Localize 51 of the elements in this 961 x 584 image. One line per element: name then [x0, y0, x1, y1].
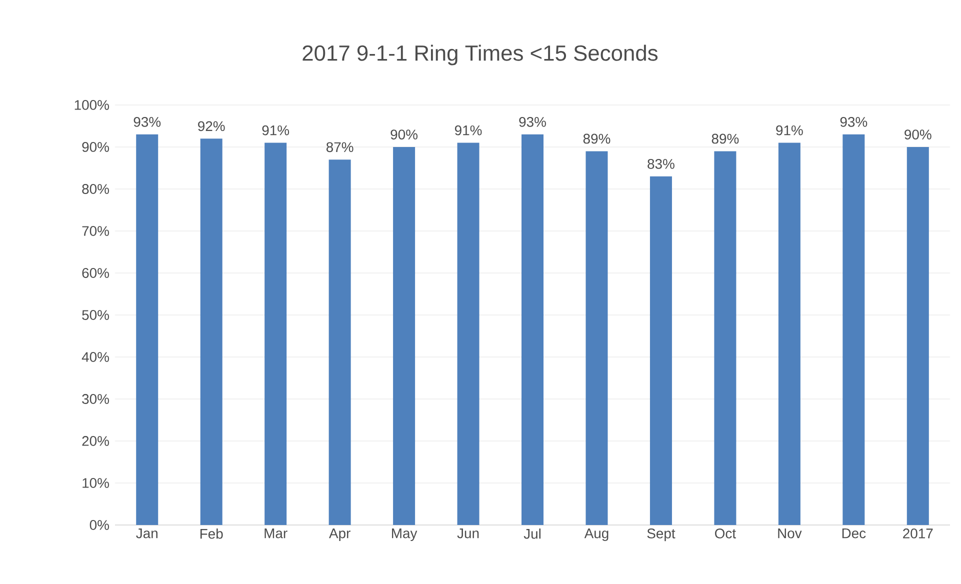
data-label: 92% [198, 121, 225, 132]
data-label: 91% [262, 125, 290, 136]
y-tick-label: 50% [82, 310, 109, 320]
bar [328, 160, 351, 525]
bar [264, 142, 287, 525]
y-tick-label: 10% [82, 478, 109, 488]
bar [457, 142, 480, 525]
bar [522, 134, 544, 525]
data-label: 91% [454, 125, 482, 136]
x-tick-label: Jun [457, 528, 479, 538]
bar [393, 146, 416, 525]
x-tick-label: Oct [715, 528, 736, 538]
bar [200, 138, 222, 525]
y-tick-label: 30% [82, 394, 109, 404]
bar [586, 151, 608, 525]
data-label: 89% [712, 134, 739, 144]
data-label: 93% [840, 116, 868, 127]
y-tick-label: 40% [82, 352, 109, 362]
x-tick-label: Mar [264, 528, 288, 538]
x-tick-label: Nov [778, 528, 802, 538]
y-tick-label: 20% [82, 436, 109, 446]
bar [714, 151, 736, 525]
data-label: 93% [134, 116, 161, 127]
x-tick-label: 2017 [903, 528, 933, 538]
x-tick-label: Feb [200, 528, 223, 539]
y-tick-label: 100% [74, 100, 109, 110]
x-tick-label: Dec [842, 528, 866, 538]
y-tick-label: 80% [82, 184, 109, 194]
bar [842, 134, 865, 525]
data-label: 89% [583, 134, 610, 144]
chart-title: 2017 9-1-1 Ring Times <15 Seconds [302, 44, 658, 66]
data-label: 93% [519, 116, 546, 127]
x-tick-label: Jan [136, 528, 158, 538]
x-tick-label: Apr [328, 528, 350, 542]
data-label: 90% [904, 130, 932, 140]
bar [906, 146, 929, 525]
y-tick-label: 60% [82, 268, 109, 278]
bar [778, 142, 800, 525]
y-tick-label: 70% [82, 226, 109, 236]
bar [136, 134, 158, 525]
x-tick-label: Jul [524, 528, 540, 539]
x-tick-label: Aug [584, 528, 608, 542]
data-label: 83% [648, 158, 674, 169]
y-tick-label: 0% [90, 520, 109, 530]
data-label: 91% [776, 125, 803, 136]
x-tick-label: Sept [647, 528, 676, 542]
data-label: 90% [390, 130, 418, 140]
bar [650, 176, 672, 525]
data-label: 87% [326, 142, 354, 152]
y-tick-label: 90% [82, 142, 109, 152]
x-tick-label: May [392, 528, 418, 542]
